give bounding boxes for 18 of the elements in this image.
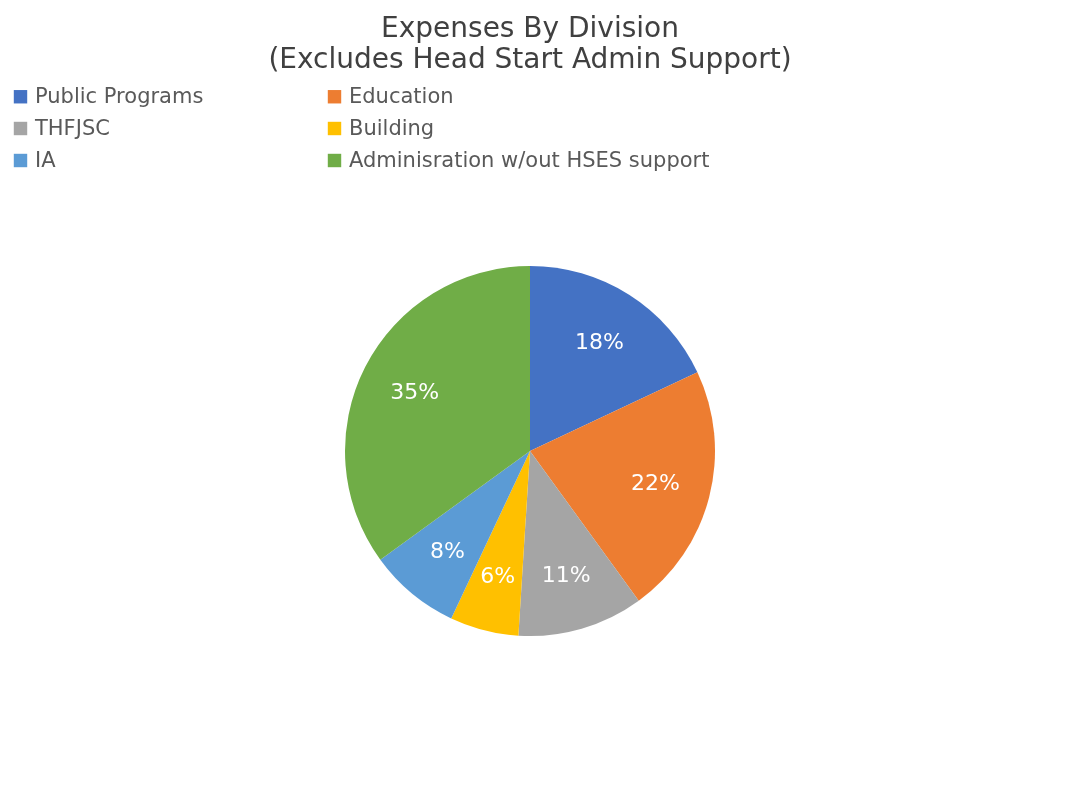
legend-label: Adminisration w/out HSES support <box>349 147 710 172</box>
chart-subtitle: (Excludes Head Start Admin Support) <box>268 42 792 75</box>
data-label: 11% <box>541 562 591 588</box>
legend-label: Education <box>349 83 454 108</box>
chart-title: Expenses By Division <box>381 11 679 44</box>
pie-slice <box>345 266 530 560</box>
data-label: 6% <box>480 563 516 589</box>
legend-label: IA <box>35 147 57 172</box>
pie-slice <box>530 372 715 601</box>
data-label: 18% <box>574 328 624 354</box>
data-label: 22% <box>630 470 680 496</box>
legend-label: THFJSC <box>34 115 110 140</box>
pie-slice <box>380 451 530 619</box>
legend-label: Building <box>349 115 435 140</box>
data-label: 35% <box>390 379 440 405</box>
data-label: 8% <box>430 537 465 563</box>
legend-label: Public Programs <box>35 83 204 108</box>
pie-slice <box>530 266 698 451</box>
